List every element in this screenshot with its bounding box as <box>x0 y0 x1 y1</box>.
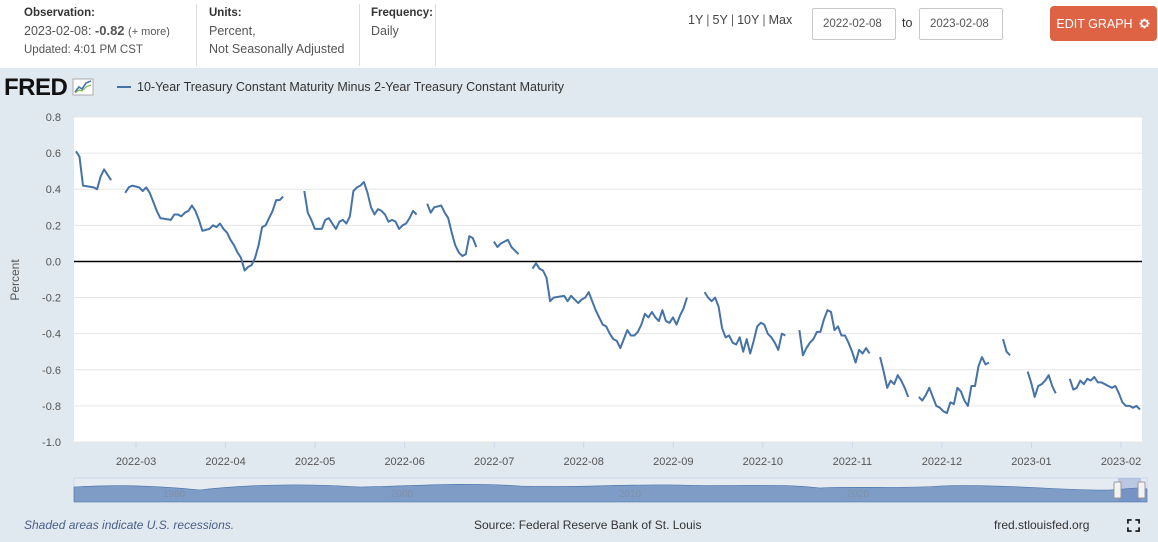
series-line-segment <box>1068 376 1141 411</box>
divider <box>196 4 197 66</box>
x-tick-label: 2022-08 <box>564 456 604 468</box>
frequency-label: Frequency: <box>371 7 433 19</box>
series-line-segment <box>303 181 418 230</box>
plot-background <box>74 117 1142 442</box>
x-tick-label: 2022-07 <box>474 456 514 468</box>
y-tick-label: -0.2 <box>42 293 61 305</box>
navigator-series <box>73 483 1148 503</box>
fred-logo-chart-icon <box>72 78 94 96</box>
series-line-segment <box>918 356 990 415</box>
observation-block: Observation: 2023-02-08: -0.82 (+ more) … <box>24 4 170 59</box>
x-tick-label: 2022-04 <box>205 456 245 468</box>
navigator-label: 2000 <box>391 489 414 500</box>
edit-graph-label: EDIT GRAPH <box>1056 16 1133 31</box>
series-line-segment <box>1002 338 1011 356</box>
observation-more-link[interactable]: (+ more) <box>128 26 170 38</box>
series-lines <box>75 150 1141 415</box>
series-line-segment <box>124 184 284 272</box>
x-tick-label: 2023-01 <box>1011 456 1051 468</box>
legend-label: 10-Year Treasury Constant Maturity Minus… <box>137 80 565 94</box>
y-tick-label: 0.0 <box>46 256 61 268</box>
navigator-left-handle[interactable] <box>1113 481 1122 499</box>
series-line-segment <box>879 356 910 398</box>
y-tick-label: -0.8 <box>42 401 61 413</box>
series-line-segment <box>531 262 688 350</box>
range-selector: 1Y | 5Y | 10Y | Max <box>688 13 792 27</box>
series-line-segment <box>426 203 478 257</box>
x-tick-label: 2022-11 <box>833 456 873 468</box>
range-max[interactable]: Max <box>768 13 793 27</box>
start-date-input[interactable] <box>812 8 896 40</box>
edit-graph-button[interactable]: EDIT GRAPH <box>1050 6 1157 41</box>
legend[interactable]: 10-Year Treasury Constant Maturity Minus… <box>117 80 564 94</box>
frequency-value: Daily <box>371 24 399 38</box>
x-tick-label: 2023-02 <box>1101 456 1141 468</box>
series-line-segment <box>1026 371 1057 398</box>
legend-swatch <box>117 86 131 88</box>
x-tick-label: 2022-06 <box>384 456 424 468</box>
y-tick-label: -0.6 <box>42 365 61 377</box>
fred-logo-text: FRED <box>4 74 68 101</box>
units-line-2: Not Seasonally Adjusted <box>209 42 345 56</box>
observation-value: -0.82 <box>94 23 125 38</box>
y-tick-label: 0.4 <box>46 184 61 196</box>
fred-logo[interactable]: FRED <box>4 74 94 101</box>
series-line-segment <box>493 238 520 255</box>
x-tick-label: 2022-05 <box>295 456 335 468</box>
y-axis-label: Percent <box>8 259 22 301</box>
x-tick-label: 2022-10 <box>743 456 783 468</box>
y-tick-label: 0.2 <box>46 220 61 232</box>
x-tick-labels: 2022-03 2022-04 2022-05 2022-06 2022-07 2022-… <box>116 442 1141 468</box>
y-tick-label: -0.4 <box>42 329 61 341</box>
range-separator: | <box>730 13 735 27</box>
to-label: to <box>902 16 913 30</box>
observation-date: 2023-02-08: <box>24 24 92 38</box>
y-tick-label: 0.8 <box>46 112 61 124</box>
recession-note: Shaded areas indicate U.S. recessions. <box>24 518 235 532</box>
units-block: Units: Percent, Not Seasonally Adjusted <box>209 4 345 58</box>
site-link[interactable]: fred.stlouisfed.org <box>994 518 1090 532</box>
range-10y[interactable]: 10Y <box>737 13 760 27</box>
divider <box>435 4 436 66</box>
top-bar: Observation: 2023-02-08: -0.82 (+ more) … <box>0 0 1158 68</box>
navigator[interactable]: 1980 2000 2010 2020 <box>73 477 1148 503</box>
x-tick-label: 2022-12 <box>922 456 962 468</box>
end-date-input[interactable] <box>919 8 1003 40</box>
navigator-labels: 1980 2000 2010 2020 <box>163 489 870 500</box>
range-1y[interactable]: 1Y <box>688 13 704 27</box>
units-label: Units: <box>209 7 242 19</box>
x-tick-label: 2022-03 <box>116 456 156 468</box>
range-separator: | <box>762 13 766 27</box>
navigator-label: 2020 <box>847 489 870 500</box>
gear-icon <box>1139 18 1150 29</box>
y-tick-label: 0.6 <box>46 148 61 160</box>
navigator-label: 1980 <box>163 489 186 500</box>
navigator-label: 2010 <box>619 489 642 500</box>
range-separator: | <box>706 13 710 27</box>
divider <box>359 4 360 66</box>
series-line-segment <box>75 150 112 191</box>
source-text: Source: Federal Reserve Bank of St. Loui… <box>474 518 702 532</box>
updated-time: Updated: 4:01 PM CST <box>24 44 143 56</box>
range-5y[interactable]: 5Y <box>712 13 728 27</box>
series-line-segment <box>703 291 786 355</box>
fullscreen-icon[interactable] <box>1127 519 1140 532</box>
series-line-segment <box>798 309 871 364</box>
y-tick-labels: 0.8 0.6 0.4 0.2 0.0 -0.2 -0.4 -0.6 -0.8 -1.0 <box>42 112 61 449</box>
navigator-right-handle[interactable] <box>1137 481 1146 499</box>
units-line-1: Percent, <box>209 24 256 38</box>
navigator-selection <box>1118 478 1141 502</box>
frequency-block: Frequency: Daily <box>371 4 433 40</box>
x-tick-label: 2022-09 <box>653 456 693 468</box>
y-tick-label: -1.0 <box>42 437 61 449</box>
observation-label: Observation: <box>24 7 95 19</box>
grid-lines <box>74 116 1142 443</box>
